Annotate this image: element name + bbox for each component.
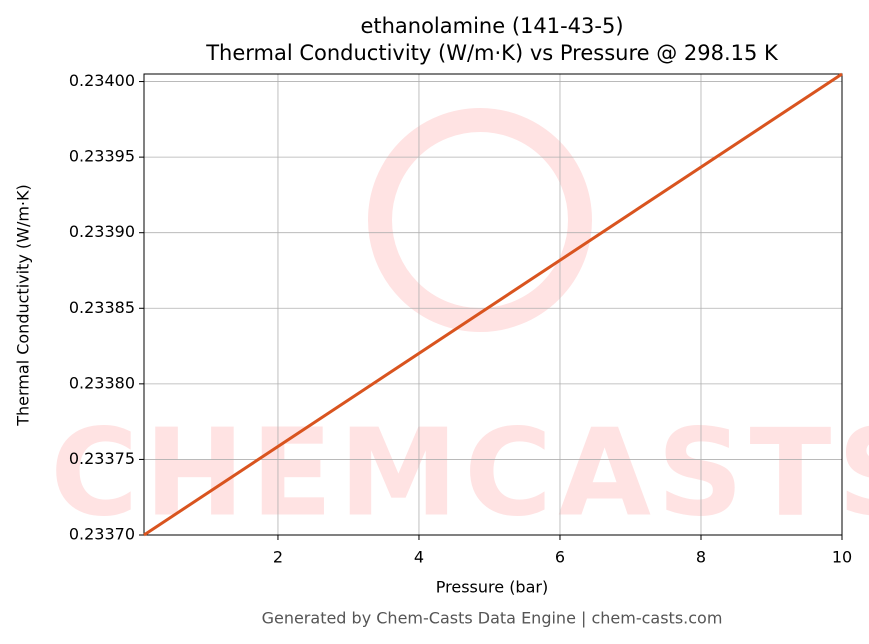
y-tick-label: 0.23390	[69, 222, 135, 241]
x-tick-label: 10	[832, 548, 852, 567]
plot-frame	[143, 73, 843, 536]
x-tick-label: 4	[414, 548, 424, 567]
y-tick-label: 0.23370	[69, 525, 135, 544]
watermark: CHEMCASTS	[50, 405, 869, 544]
chart-subtitle: Thermal Conductivity (W/m·K) vs Pressure…	[205, 41, 779, 65]
chart-title: ethanolamine (141-43-5)	[360, 14, 623, 38]
y-axis-label: Thermal Conductivity (W/m·K)	[14, 184, 33, 427]
watermark-logo	[368, 108, 592, 332]
y-tick-label: 0.23395	[69, 147, 135, 166]
data-line	[143, 72, 843, 537]
x-axis-label: Pressure (bar)	[436, 578, 548, 597]
footer: Generated by Chem-Casts Data Engine | ch…	[262, 609, 723, 628]
x-tick-label: 8	[696, 548, 706, 567]
y-tick-label: 0.23400	[69, 71, 135, 90]
y-tick-label: 0.23375	[69, 449, 135, 468]
y-tick-label: 0.23380	[69, 373, 135, 392]
x-tick-label: 6	[555, 548, 565, 567]
y-tick-label: 0.23385	[69, 298, 135, 317]
x-tick-label: 2	[273, 548, 283, 567]
